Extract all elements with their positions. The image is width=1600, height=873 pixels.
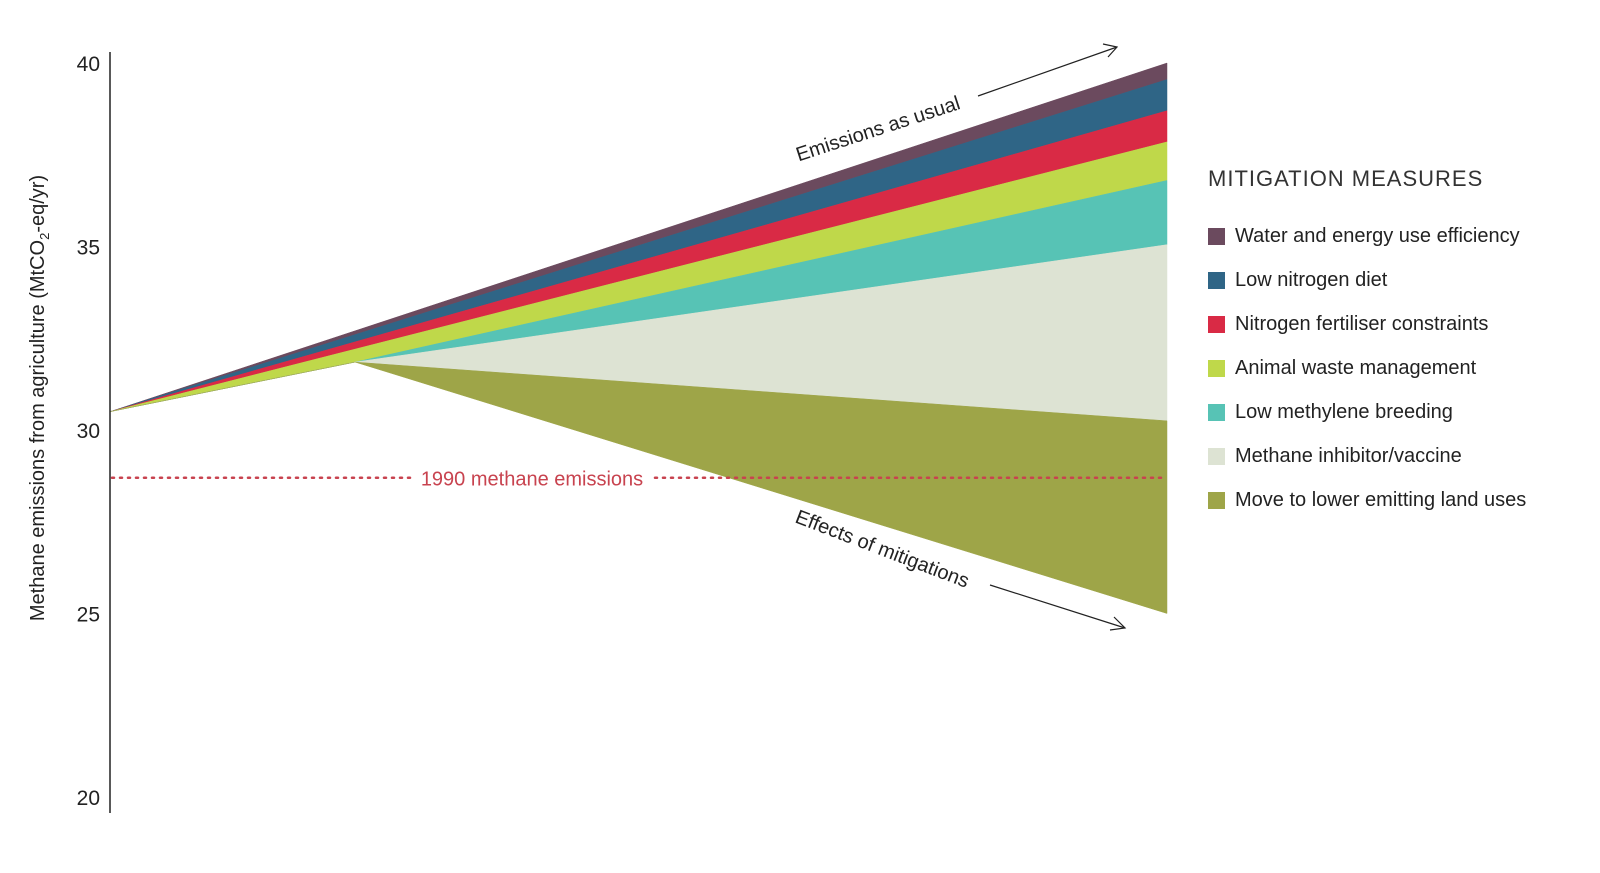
area-layers <box>109 62 1168 614</box>
legend-item: Animal waste management <box>1208 346 1526 390</box>
y-axis-label: Methane emissions from agriculture (MtCO… <box>27 175 52 621</box>
y-tick-label: 30 <box>77 420 100 443</box>
legend-label: Move to lower emitting land uses <box>1235 488 1527 511</box>
area-layer-6 <box>109 361 1168 614</box>
legend-swatch <box>1208 491 1225 509</box>
legend-swatch <box>1208 227 1225 245</box>
legend-label: Low methylene breeding <box>1235 400 1453 423</box>
y-tick-label: 20 <box>77 787 100 810</box>
legend-item: Low methylene breeding <box>1208 390 1526 434</box>
y-tick-label: 35 <box>77 237 100 260</box>
legend-item: Methane inhibitor/vaccine <box>1208 434 1526 478</box>
reference-line-label: 1990 methane emissions <box>421 469 643 491</box>
legend-swatch <box>1208 271 1225 289</box>
legend-swatch <box>1208 403 1225 421</box>
legend-item: Move to lower emitting land uses <box>1208 478 1526 522</box>
legend-item: Water and energy use efficiency <box>1208 214 1526 258</box>
legend-swatch <box>1208 447 1225 465</box>
legend-label: Low nitrogen diet <box>1235 268 1388 291</box>
legend-item: Low nitrogen diet <box>1208 258 1526 302</box>
arrow-down-icon <box>989 584 1127 631</box>
legend-swatch <box>1208 359 1225 377</box>
y-ticks: 20 25 30 35 40 <box>77 53 100 810</box>
legend-title: MITIGATION MEASURES <box>1208 166 1484 191</box>
arrow-up-icon <box>977 43 1119 97</box>
y-tick-label: 25 <box>77 604 100 627</box>
legend-label: Animal waste management <box>1235 356 1477 379</box>
legend-label: Methane inhibitor/vaccine <box>1235 444 1462 467</box>
legend-label: Water and energy use efficiency <box>1235 224 1520 247</box>
y-tick-label: 40 <box>77 53 100 76</box>
legend-swatch <box>1208 315 1225 333</box>
reference-line-1990: 1990 methane emissions <box>110 469 1169 491</box>
legend-label: Nitrogen fertiliser constraints <box>1235 312 1489 335</box>
legend: MITIGATION MEASURES Water and energy use… <box>1208 166 1526 522</box>
legend-item: Nitrogen fertiliser constraints <box>1208 302 1526 346</box>
